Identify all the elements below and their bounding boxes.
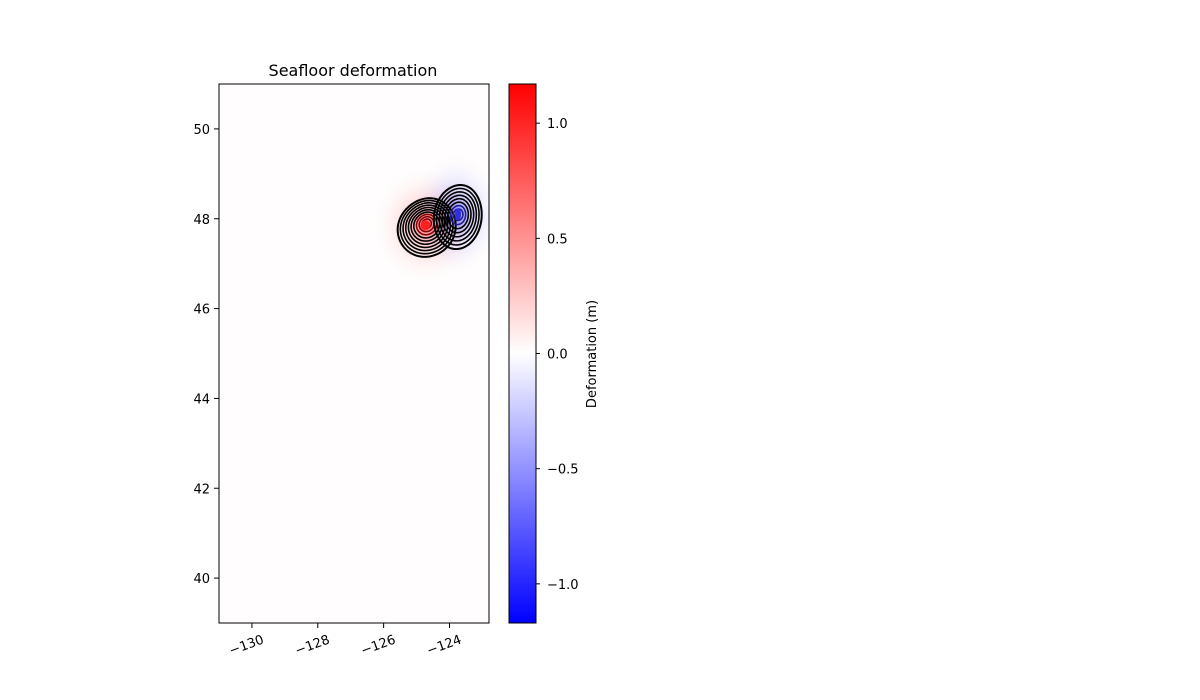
subsidence-contour xyxy=(435,187,480,246)
uplift-contour xyxy=(410,208,443,242)
colorbar-tick-label: 0.5 xyxy=(547,232,568,247)
uplift-contour xyxy=(396,197,457,258)
x-tick-label: −130 xyxy=(227,633,266,659)
colorbar-axis: −1.0 −0.5 0.0 0.5 1.0 xyxy=(536,117,579,593)
plot-frame xyxy=(218,83,490,624)
colorbar xyxy=(508,83,537,624)
uplift-contour xyxy=(418,215,435,233)
y-tick-label: 48 xyxy=(193,213,210,228)
y-axis: 40 42 44 46 48 50 xyxy=(193,123,219,587)
subsidence-peak xyxy=(455,208,462,221)
y-tick-label: 50 xyxy=(193,123,210,138)
colorbar-tick-label: −1.0 xyxy=(547,578,579,593)
subsidence-contour xyxy=(446,201,470,230)
x-axis: −130 −128 −126 −124 xyxy=(227,623,464,659)
subsidence-contour xyxy=(444,197,472,234)
y-tick-label: 44 xyxy=(193,392,210,407)
x-tick-label: −124 xyxy=(425,633,464,659)
y-tick-label: 42 xyxy=(193,482,210,497)
colorbar-label: Deformation (m) xyxy=(585,300,600,408)
subsidence-contour xyxy=(438,191,478,242)
subsidence-contour xyxy=(452,208,464,222)
x-tick-label: −128 xyxy=(293,633,332,659)
subsidence-contour xyxy=(432,184,483,251)
y-tick-label: 46 xyxy=(193,303,210,318)
chart-title: Seafloor deformation xyxy=(269,61,438,80)
colorbar-tick-label: 0.0 xyxy=(547,348,568,363)
uplift-peak xyxy=(420,220,431,231)
x-tick-label: −126 xyxy=(359,633,398,659)
subsidence-contour xyxy=(441,194,475,238)
y-tick-label: 40 xyxy=(193,572,210,587)
uplift-contour xyxy=(402,202,452,252)
uplift-contour xyxy=(399,199,454,255)
subsidence-contour xyxy=(449,204,467,226)
colorbar-tick-label: 1.0 xyxy=(547,117,568,132)
uplift-contour xyxy=(415,213,438,236)
contour-lines xyxy=(396,184,483,258)
colorbar-tick-label: −0.5 xyxy=(547,463,579,478)
uplift-contour xyxy=(412,211,441,239)
